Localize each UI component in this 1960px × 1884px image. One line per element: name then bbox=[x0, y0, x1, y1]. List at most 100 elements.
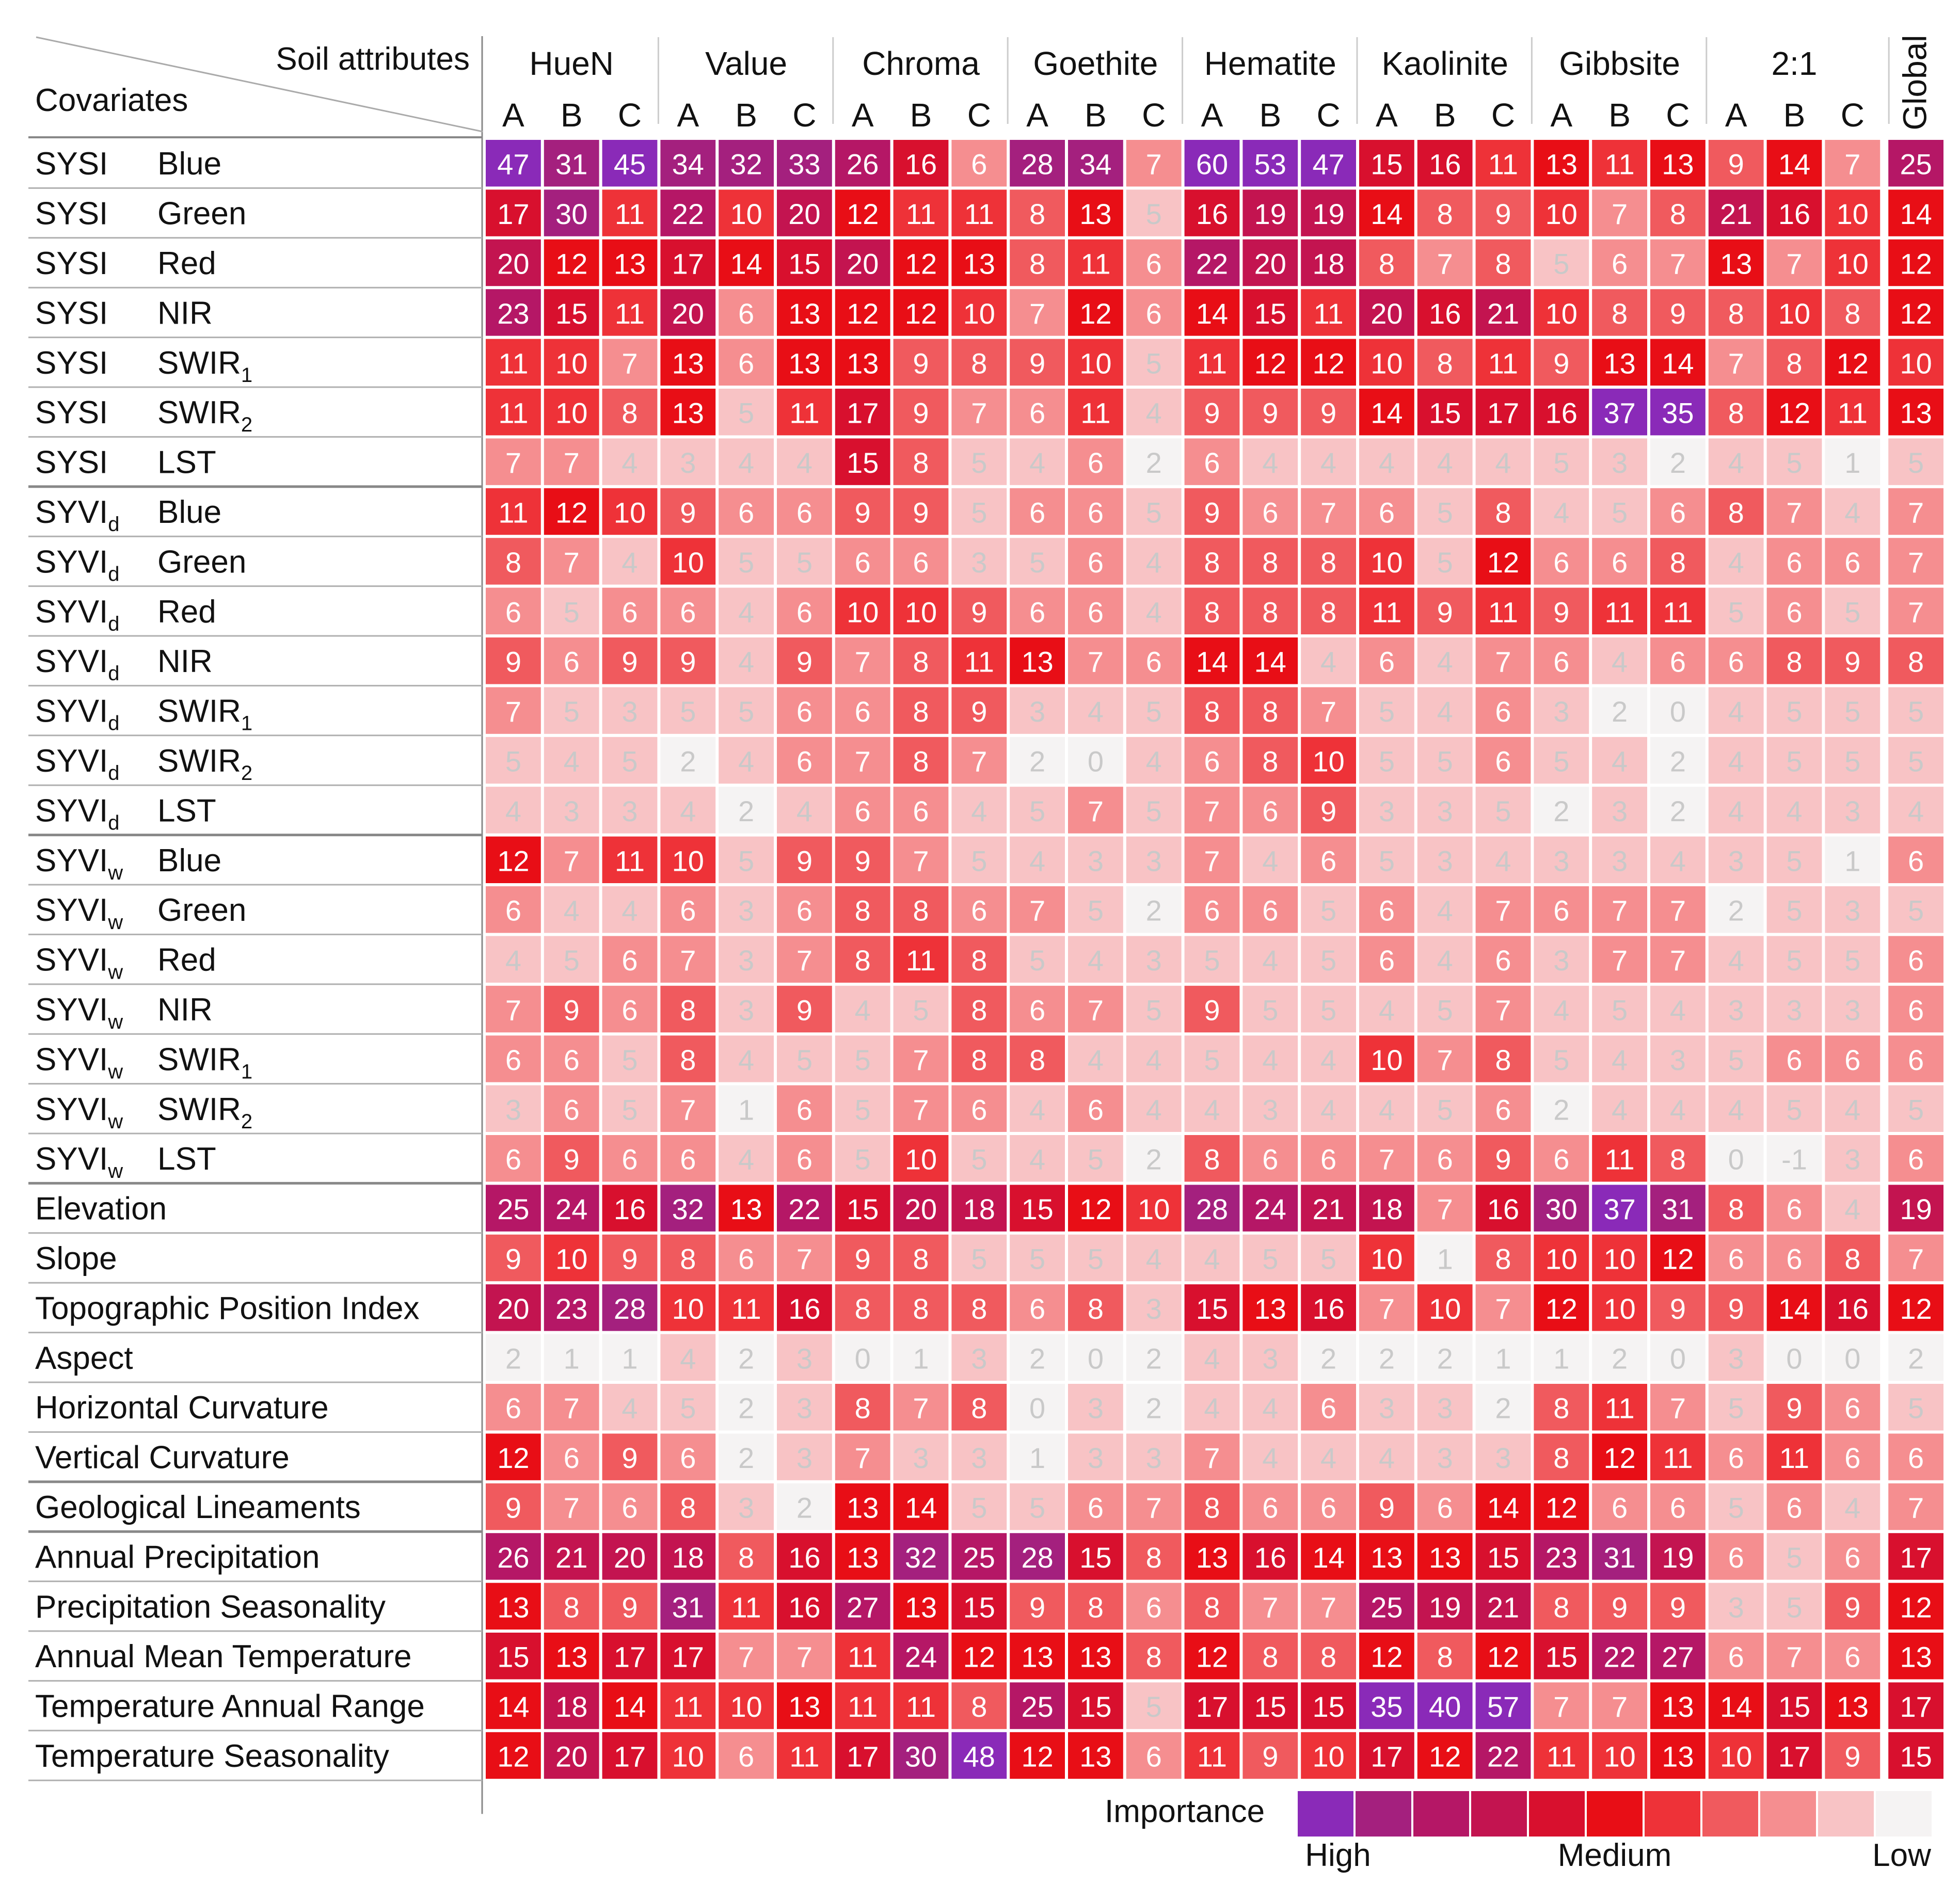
cell-value-label: 6 bbox=[796, 497, 812, 529]
cell-value-label: 15 bbox=[1371, 148, 1403, 181]
cell-value-label: 8 bbox=[971, 1392, 987, 1425]
cell-value-label: 5 bbox=[1146, 1690, 1162, 1723]
cell-value-label: 6 bbox=[1029, 1292, 1045, 1325]
heatmap-cells: 47 31 45 34 32 33 26 16 6 28 34 7 60 53 47 15 16 11 13 11 13… bbox=[486, 140, 1943, 1779]
cell-value-label: 4 bbox=[1088, 944, 1104, 977]
cell-value-label: 16 bbox=[1196, 198, 1228, 230]
heatmap-cell bbox=[1650, 1234, 1706, 1282]
heatmap-cell bbox=[1417, 587, 1473, 634]
cell-value-label: 8 bbox=[1844, 297, 1860, 330]
heatmap-cell bbox=[893, 936, 949, 983]
cell-value-label: 4 bbox=[796, 446, 812, 479]
cell-value-label: 0 bbox=[1728, 1143, 1744, 1176]
heatmap-cell bbox=[1534, 289, 1589, 336]
horizon-header: C bbox=[1491, 97, 1515, 134]
cell-value-label: 3 bbox=[1437, 1392, 1453, 1425]
heatmap-cell bbox=[1825, 886, 1881, 933]
heatmap-cell bbox=[486, 1483, 541, 1530]
heatmap-cell bbox=[1708, 1135, 1764, 1182]
cell-value-label: 5 bbox=[855, 1093, 871, 1126]
heatmap-cell bbox=[1184, 140, 1240, 187]
heatmap-cell bbox=[1534, 737, 1589, 784]
heatmap-cell bbox=[1010, 1384, 1065, 1431]
heatmap-cell bbox=[660, 787, 716, 834]
cell-value-label: 7 bbox=[1612, 944, 1628, 977]
cell-value-label: 16 bbox=[1312, 1292, 1344, 1325]
heatmap-cell bbox=[1242, 637, 1298, 684]
heatmap-cell bbox=[1359, 1433, 1414, 1480]
heatmap-cell bbox=[1475, 587, 1531, 634]
cell-value-label: 10 bbox=[672, 1741, 704, 1773]
cell-value-label: 3 bbox=[738, 1492, 754, 1524]
cell-value-label: 6 bbox=[1786, 546, 1802, 579]
heatmap-cell bbox=[486, 1334, 541, 1381]
cell-value-label: 37 bbox=[1603, 1193, 1635, 1225]
heatmap-cell bbox=[1184, 538, 1240, 585]
cell-value-label: 13 bbox=[1662, 1741, 1694, 1773]
cell-value-label: 12 bbox=[1371, 1641, 1403, 1673]
cell-value-label: 32 bbox=[730, 148, 762, 181]
heatmap-cell bbox=[719, 1284, 774, 1331]
cell-value-label: 8 bbox=[1553, 1591, 1569, 1623]
heatmap-cell bbox=[777, 836, 832, 883]
legend-swatch bbox=[1529, 1791, 1585, 1837]
heatmap-cell bbox=[835, 1284, 890, 1331]
cell-value-label: 7 bbox=[1908, 546, 1924, 579]
cell-value-label: 5 bbox=[1786, 745, 1802, 778]
cell-value-label: 5 bbox=[1146, 198, 1162, 230]
heatmap-cell bbox=[1359, 1185, 1414, 1232]
heatmap-cell bbox=[1359, 1483, 1414, 1530]
cell-value-label: 21 bbox=[1487, 297, 1519, 330]
heatmap-cell bbox=[486, 239, 541, 286]
heatmap-cell bbox=[1242, 787, 1298, 834]
legend-label: Low bbox=[1872, 1838, 1931, 1873]
row-label-group: SYVIw bbox=[35, 1141, 123, 1183]
heatmap-cell bbox=[486, 587, 541, 634]
heatmap-cell bbox=[1534, 1085, 1589, 1132]
cell-value-label: 10 bbox=[1312, 745, 1344, 778]
heatmap-cell bbox=[1359, 637, 1414, 684]
cell-value-label: 8 bbox=[1844, 1243, 1860, 1275]
heatmap-cell bbox=[1825, 1533, 1881, 1580]
cell-value-label: 8 bbox=[1320, 596, 1336, 628]
heatmap-cell bbox=[544, 389, 599, 436]
cell-value-label: 11 bbox=[673, 1690, 703, 1723]
heatmap-cell bbox=[1592, 587, 1647, 634]
row-label-band: LST bbox=[157, 793, 216, 828]
cell-value-label: 4 bbox=[1495, 446, 1511, 479]
heatmap-cell bbox=[1359, 488, 1414, 535]
heatmap-cell bbox=[1126, 687, 1182, 734]
heatmap-cell bbox=[602, 985, 658, 1033]
cell-value-label: 3 bbox=[1146, 844, 1162, 877]
cell-value-label: 8 bbox=[1437, 347, 1453, 379]
horizon-header: B bbox=[1783, 97, 1806, 134]
heatmap-cell bbox=[719, 1135, 774, 1182]
cell-value-label: 22 bbox=[1487, 1741, 1519, 1773]
cell-value-label: 6 bbox=[738, 1243, 754, 1275]
heatmap-cell bbox=[1010, 1334, 1065, 1381]
cell-value-label: 11 bbox=[848, 1690, 878, 1723]
cell-value-label: 17 bbox=[1196, 1690, 1228, 1723]
cell-value-label: 47 bbox=[1312, 148, 1344, 181]
cell-value-label: 4 bbox=[1495, 844, 1511, 877]
heatmap-cell bbox=[1766, 687, 1822, 734]
cell-value-label: 3 bbox=[1495, 1442, 1511, 1474]
cell-value-label: 12 bbox=[1429, 1741, 1461, 1773]
heatmap-cell bbox=[1301, 985, 1356, 1033]
cell-value-label: 8 bbox=[1379, 248, 1395, 280]
heatmap-cell bbox=[777, 1185, 832, 1232]
cell-value-label: -1 bbox=[1781, 1143, 1807, 1176]
heatmap-cell bbox=[719, 587, 774, 634]
heatmap-cell bbox=[1417, 637, 1473, 684]
cell-value-label: 10 bbox=[963, 297, 995, 330]
heatmap-cell bbox=[1126, 339, 1182, 386]
heatmap-cell bbox=[1766, 1433, 1822, 1480]
heatmap-cell bbox=[660, 1682, 716, 1729]
heatmap-cell bbox=[1301, 1633, 1356, 1680]
cell-value-label: 19 bbox=[1254, 198, 1286, 230]
row-label-band: Red bbox=[157, 594, 216, 630]
cell-value-label: 5 bbox=[971, 1143, 987, 1176]
cell-value-label: 6 bbox=[622, 944, 638, 977]
heatmap-cell bbox=[1359, 1583, 1414, 1630]
cell-value-label: 23 bbox=[555, 1292, 587, 1325]
